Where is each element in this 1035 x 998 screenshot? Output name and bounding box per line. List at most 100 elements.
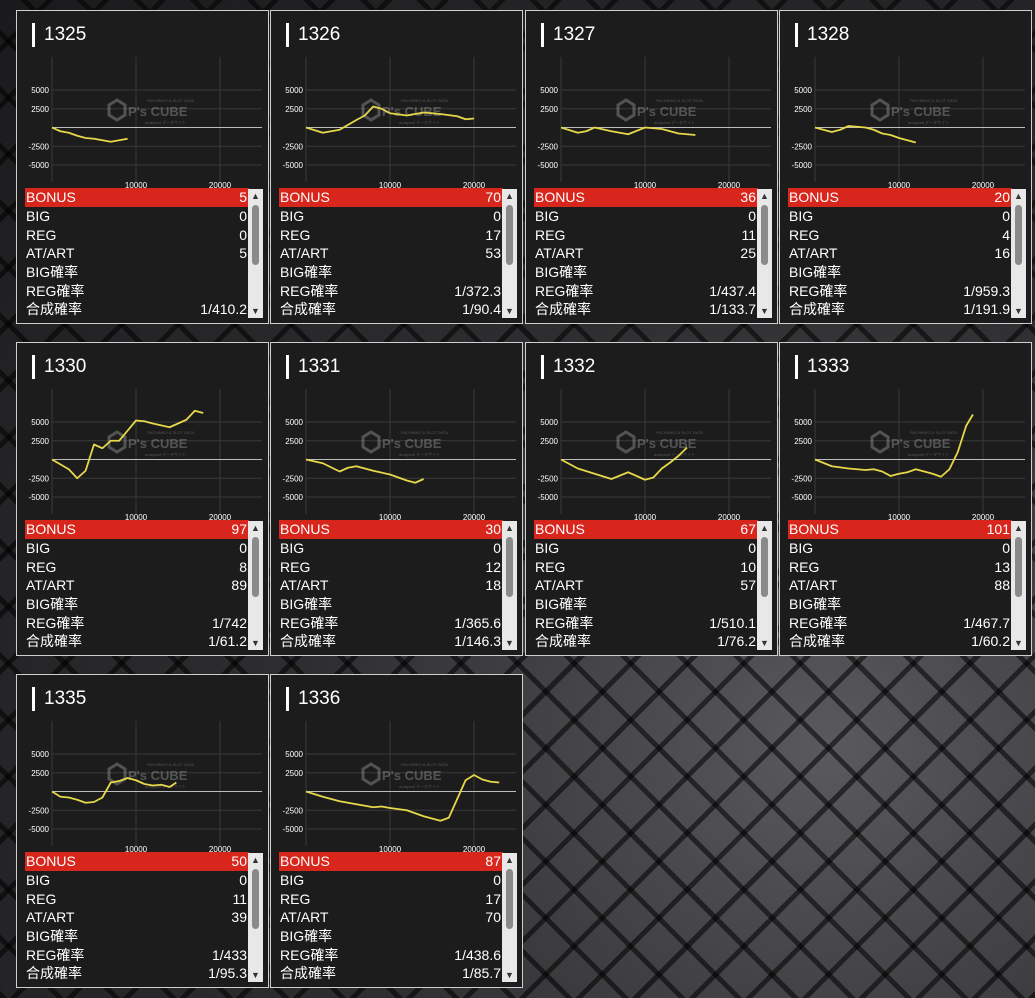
stat-label: 合成確率 — [535, 633, 591, 650]
machine-card-1332[interactable]: 1332 5000 2500 -2500 -5000 10000 20000 P's CUBE… — [525, 342, 778, 656]
scroll-up-arrow-icon[interactable]: ▲ — [251, 191, 260, 201]
combined-rate-row: 合成確率 1/410.2 — [25, 300, 249, 319]
big-rate-row: BIG確率 — [25, 927, 249, 946]
scroll-up-arrow-icon[interactable]: ▲ — [505, 191, 514, 201]
x-tick-label: 20000 — [718, 513, 741, 522]
stat-label: BONUS — [26, 853, 76, 870]
x-tick-label: 10000 — [634, 181, 657, 190]
scroll-down-arrow-icon[interactable]: ▼ — [505, 638, 514, 648]
stats-table: BONUS 87 BIG 0 REG 17 AT/ART 70 BIG確率 REG確率 1/438.… — [279, 852, 503, 983]
stats-scrollbar[interactable]: ▲ ▼ — [502, 521, 517, 650]
stats-scrollbar[interactable]: ▲ ▼ — [248, 521, 263, 650]
stat-value: 13 — [994, 558, 1010, 575]
stat-value: 67 — [740, 521, 756, 538]
scrollbar-thumb[interactable] — [761, 537, 768, 597]
stats-scrollbar[interactable]: ▲ ▼ — [757, 189, 772, 318]
scroll-down-arrow-icon[interactable]: ▼ — [251, 970, 260, 980]
scrollbar-thumb[interactable] — [252, 869, 259, 929]
watermark-text: P's CUBE — [637, 436, 697, 451]
stat-label: REG — [280, 226, 311, 243]
scroll-up-arrow-icon[interactable]: ▲ — [251, 855, 260, 865]
stats-scrollbar[interactable]: ▲ ▼ — [1011, 521, 1026, 650]
scroll-down-arrow-icon[interactable]: ▼ — [251, 638, 260, 648]
machine-number: 1327 — [553, 24, 596, 45]
slump-series-line — [814, 125, 917, 144]
scrollbar-thumb[interactable] — [1015, 537, 1022, 597]
x-tick-label: 10000 — [379, 845, 402, 854]
scrollbar-thumb[interactable] — [506, 205, 513, 265]
stat-value: 17 — [485, 226, 501, 243]
stat-value: 17 — [485, 890, 501, 907]
stats-scrollbar[interactable]: ▲ ▼ — [502, 853, 517, 982]
y-tick-label: -2500 — [29, 806, 50, 815]
stat-value: 1/85.7 — [462, 965, 501, 982]
scroll-down-arrow-icon[interactable]: ▼ — [1014, 638, 1023, 648]
scroll-up-arrow-icon[interactable]: ▲ — [1014, 191, 1023, 201]
machine-card-1331[interactable]: 1331 5000 2500 -2500 -5000 10000 20000 P's CUBE… — [270, 342, 523, 656]
machine-card-1335[interactable]: 1335 5000 2500 -2500 -5000 10000 20000 P's CUBE… — [16, 674, 269, 988]
stat-value: 1/60.2 — [971, 633, 1010, 650]
scrollbar-thumb[interactable] — [506, 869, 513, 929]
scroll-down-arrow-icon[interactable]: ▼ — [505, 306, 514, 316]
stats-table: BONUS 101 BIG 0 REG 13 AT/ART 88 BIG確率 REG確率 1/467… — [788, 520, 1012, 651]
watermark-sub: analyzed データサイト — [908, 451, 949, 457]
stat-label: BIG — [280, 208, 305, 225]
scrollbar-thumb[interactable] — [252, 205, 259, 265]
stat-value: 50 — [231, 853, 247, 870]
x-tick-label: 20000 — [972, 181, 995, 190]
stats-scrollbar[interactable]: ▲ ▼ — [502, 189, 517, 318]
scrollbar-thumb[interactable] — [1015, 205, 1022, 265]
watermark-sub: analyzed データサイト — [399, 783, 440, 789]
watermark-text: P's CUBE — [637, 104, 697, 119]
scroll-down-arrow-icon[interactable]: ▼ — [251, 306, 260, 316]
y-tick-label: -5000 — [792, 161, 813, 170]
machine-card-1325[interactable]: 1325 5000 2500 -2500 -5000 10000 20000 P's CUBE… — [16, 10, 269, 324]
scroll-down-arrow-icon[interactable]: ▼ — [760, 638, 769, 648]
machine-card-1330[interactable]: 1330 5000 2500 -2500 -5000 10000 20000 P's CUBE… — [16, 342, 269, 656]
y-tick-label: -2500 — [283, 142, 304, 151]
machine-title: 1335 — [32, 687, 86, 711]
machine-card-1328[interactable]: 1328 5000 2500 -2500 -5000 10000 20000 P's CUBE… — [779, 10, 1032, 324]
stats-scrollbar[interactable]: ▲ ▼ — [757, 521, 772, 650]
scrollbar-thumb[interactable] — [252, 537, 259, 597]
stat-label: AT/ART — [280, 909, 329, 926]
stat-label: BIG — [789, 208, 814, 225]
slump-series-line — [560, 446, 688, 481]
scroll-up-arrow-icon[interactable]: ▲ — [505, 523, 514, 533]
scrollbar-thumb[interactable] — [506, 537, 513, 597]
scroll-up-arrow-icon[interactable]: ▲ — [1014, 523, 1023, 533]
y-tick-label: -5000 — [29, 825, 50, 834]
machine-card-1336[interactable]: 1336 5000 2500 -2500 -5000 10000 20000 P's CUBE… — [270, 674, 523, 988]
scroll-down-arrow-icon[interactable]: ▼ — [760, 306, 769, 316]
x-tick-label: 10000 — [888, 181, 911, 190]
atart-row: AT/ART 18 — [279, 576, 503, 595]
stat-value: 0 — [493, 208, 501, 225]
watermark-sub: analyzed データサイト — [399, 451, 440, 457]
stat-label: BONUS — [280, 521, 330, 538]
stat-label: AT/ART — [280, 245, 329, 262]
scroll-up-arrow-icon[interactable]: ▲ — [505, 855, 514, 865]
scroll-up-arrow-icon[interactable]: ▲ — [760, 523, 769, 533]
machine-card-1326[interactable]: 1326 5000 2500 -2500 -5000 10000 20000 P's CUBE… — [270, 10, 523, 324]
stat-label: BIG確率 — [280, 596, 333, 613]
stat-label: BONUS — [789, 189, 839, 206]
stats-scrollbar[interactable]: ▲ ▼ — [248, 189, 263, 318]
stat-value: 1/95.3 — [208, 965, 247, 982]
scroll-up-arrow-icon[interactable]: ▲ — [251, 523, 260, 533]
stat-value: 1/467.7 — [963, 614, 1010, 631]
scroll-down-arrow-icon[interactable]: ▼ — [1014, 306, 1023, 316]
stats-scrollbar[interactable]: ▲ ▼ — [248, 853, 263, 982]
stats-table: BONUS 30 BIG 0 REG 12 AT/ART 18 BIG確率 REG確率 1/365.… — [279, 520, 503, 651]
y-tick-label: 2500 — [31, 105, 49, 114]
big-row: BIG 0 — [279, 539, 503, 558]
watermark-text: P's CUBE — [128, 436, 188, 451]
bonus-row: BONUS 50 — [25, 852, 249, 871]
machine-card-1327[interactable]: 1327 5000 2500 -2500 -5000 10000 20000 P's CUBE… — [525, 10, 778, 324]
stat-value: 39 — [231, 909, 247, 926]
machine-card-1333[interactable]: 1333 5000 2500 -2500 -5000 10000 20000 P's CUBE… — [779, 342, 1032, 656]
scroll-down-arrow-icon[interactable]: ▼ — [505, 970, 514, 980]
stat-label: AT/ART — [789, 577, 838, 594]
scroll-up-arrow-icon[interactable]: ▲ — [760, 191, 769, 201]
stats-scrollbar[interactable]: ▲ ▼ — [1011, 189, 1026, 318]
scrollbar-thumb[interactable] — [761, 205, 768, 265]
